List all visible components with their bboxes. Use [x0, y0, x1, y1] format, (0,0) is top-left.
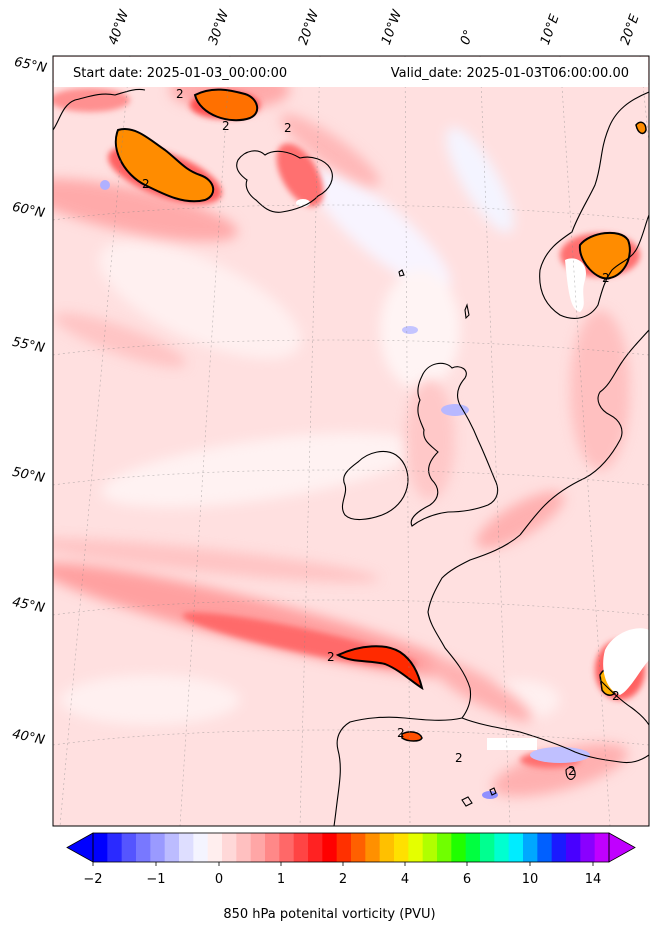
header-band [54, 57, 648, 87]
coastlines [53, 88, 649, 826]
iberia-coast [333, 716, 463, 826]
contour-label: 2 [222, 119, 230, 133]
colorbar-segment [537, 833, 553, 862]
colorbar-segment [494, 833, 510, 862]
france-coast [427, 534, 521, 719]
colorbar-segment [422, 833, 438, 862]
colorbar-segment [279, 833, 295, 862]
iceland-coast [236, 150, 333, 213]
colorbar-tick: 10 [521, 872, 539, 887]
contour-label: 2 [284, 121, 292, 135]
valid-date-label: Valid_date: 2025-01-03T06:00:00.00 [390, 66, 629, 81]
map-frame [52, 55, 650, 827]
low-pv-areas [60, 127, 560, 725]
colorbar [66, 832, 636, 866]
colorbar-segment [336, 833, 352, 862]
start-date-label: Start date: 2025-01-03_00:00:00 [73, 66, 288, 81]
colorbar-tick: 2 [338, 872, 348, 887]
contour-labels: 2 2 2 2 2 2 2 2 2 2 [142, 87, 620, 778]
colorbar-segment [351, 833, 366, 862]
colorbar-tick: −2 [83, 872, 103, 887]
colorbar-segment [121, 833, 137, 862]
colorbar-segment [594, 833, 610, 862]
colorbar-segment [322, 833, 338, 862]
contour-label: 2 [568, 764, 576, 778]
colorbar-segment [580, 833, 596, 862]
colorbar-segment [207, 833, 223, 862]
colorbar-segment [379, 833, 395, 862]
colorbar-segment [408, 833, 424, 862]
great-britain-coast [410, 362, 499, 527]
pv-contours [114, 88, 647, 742]
colorbar-segment [250, 833, 266, 862]
colorbar-segment [293, 833, 309, 862]
pv-field: 2 2 2 2 2 2 2 2 2 2 [53, 56, 649, 826]
colorbar-tick: 1 [276, 872, 286, 887]
colorbar-segment [179, 833, 194, 862]
colorbar-segment [365, 833, 381, 862]
colorbar-segment [566, 833, 581, 862]
colorbar-segment [437, 833, 452, 862]
negative-pv-spots [100, 180, 590, 799]
colorbar-segment [136, 833, 151, 862]
colorbar-segment [508, 833, 524, 862]
missing-data-areas [296, 199, 649, 750]
contour-label: 2 [397, 726, 405, 740]
contour-label: 2 [602, 271, 610, 285]
colorbar-segment [480, 833, 495, 862]
colorbar-extend-min [66, 832, 94, 863]
colorbar-tick: 0 [214, 872, 224, 887]
colorbar-segment [265, 833, 280, 862]
scandinavia-coast [539, 91, 649, 319]
colorbar-segment [164, 833, 180, 862]
colorbar-segment [523, 833, 538, 862]
colorbar-tick: 6 [462, 872, 472, 887]
colorbar-tick: 4 [400, 872, 410, 887]
colorbar-tick: −1 [146, 872, 166, 887]
contour-label: 2 [612, 689, 620, 703]
colorbar-tick: 14 [584, 872, 602, 887]
colorbar-segment [222, 833, 237, 862]
colorbar-segment [308, 833, 323, 862]
contour-label: 2 [176, 87, 184, 101]
colorbar-segment [93, 833, 108, 862]
contour-label: 2 [327, 650, 335, 664]
colorbar-segment [107, 833, 123, 862]
colorbar-label: 850 hPa potenital vorticity (PVU) [223, 907, 436, 922]
colorbar-segment [394, 833, 409, 862]
colorbar-segment [150, 833, 166, 862]
colorbar-segment [193, 833, 209, 862]
colorbar-segment [451, 833, 467, 862]
colorbar-segment [236, 833, 252, 862]
contour-label: 2 [455, 751, 463, 765]
colorbar-segment [551, 833, 567, 862]
contour-label: 2 [142, 177, 150, 191]
colorbar-frame [92, 832, 610, 863]
ireland-coast [341, 450, 409, 521]
colorbar-extend-max [608, 832, 636, 863]
colorbar-segment [465, 833, 481, 862]
graticule [53, 56, 649, 826]
